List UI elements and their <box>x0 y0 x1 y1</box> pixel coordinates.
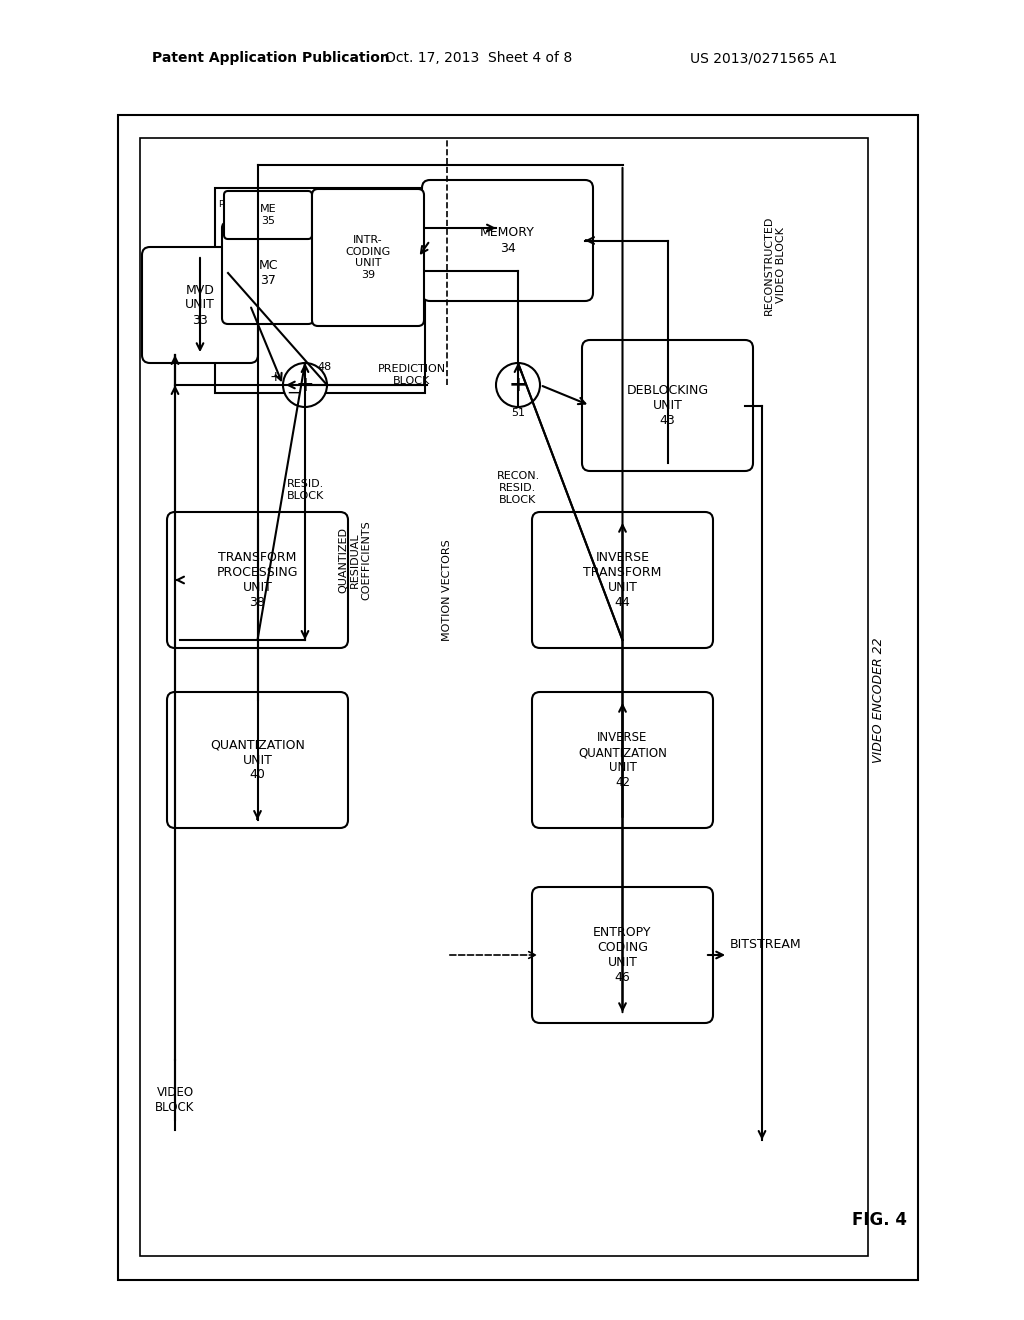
Text: ME
35: ME 35 <box>260 205 276 226</box>
FancyBboxPatch shape <box>532 887 713 1023</box>
FancyBboxPatch shape <box>224 191 312 239</box>
FancyBboxPatch shape <box>118 115 918 1280</box>
Text: ENTROPY
CODING
UNIT
46: ENTROPY CODING UNIT 46 <box>593 927 651 983</box>
Text: MOTION VECTORS: MOTION VECTORS <box>442 539 452 642</box>
FancyBboxPatch shape <box>582 341 753 471</box>
FancyBboxPatch shape <box>532 692 713 828</box>
Circle shape <box>283 363 327 407</box>
Text: FIG. 4: FIG. 4 <box>853 1210 907 1229</box>
Text: INVERSE
QUANTIZATION
UNIT
42: INVERSE QUANTIZATION UNIT 42 <box>579 731 667 789</box>
Text: QUANTIZATION
UNIT
40: QUANTIZATION UNIT 40 <box>210 738 305 781</box>
FancyBboxPatch shape <box>140 139 868 1257</box>
FancyBboxPatch shape <box>167 692 348 828</box>
Text: +: + <box>269 370 281 384</box>
Text: MVD
UNIT
33: MVD UNIT 33 <box>185 284 215 326</box>
Text: VIDEO ENCODER 22: VIDEO ENCODER 22 <box>871 638 885 763</box>
FancyBboxPatch shape <box>222 222 314 323</box>
Text: DEBLOCKING
UNIT
43: DEBLOCKING UNIT 43 <box>627 384 709 426</box>
Text: Patent Application Publication: Patent Application Publication <box>152 51 390 65</box>
Text: RECON.
RESID.
BLOCK: RECON. RESID. BLOCK <box>497 471 540 504</box>
Text: +: + <box>296 375 314 395</box>
Text: 51: 51 <box>511 408 525 418</box>
Text: −: − <box>286 384 300 403</box>
FancyBboxPatch shape <box>422 180 593 301</box>
FancyBboxPatch shape <box>312 189 424 326</box>
Text: INTR-
CODING
UNIT
39: INTR- CODING UNIT 39 <box>345 235 390 280</box>
Text: RECONSTRUCTED
VIDEO BLOCK: RECONSTRUCTED VIDEO BLOCK <box>764 215 785 314</box>
Circle shape <box>496 363 540 407</box>
Text: PREDICTION PROCESSING UNIT: PREDICTION PROCESSING UNIT <box>219 201 359 209</box>
Text: INVERSE
TRANSFORM
UNIT
44: INVERSE TRANSFORM UNIT 44 <box>584 550 662 609</box>
Text: MEMORY
34: MEMORY 34 <box>480 227 535 255</box>
Text: 32: 32 <box>315 213 329 222</box>
FancyBboxPatch shape <box>142 247 258 363</box>
Text: +: + <box>509 375 527 395</box>
Text: PREDICTION
BLOCK: PREDICTION BLOCK <box>378 364 446 385</box>
Text: BITSTREAM: BITSTREAM <box>730 939 802 952</box>
Text: TRANSFORM
PROCESSING
UNIT
38: TRANSFORM PROCESSING UNIT 38 <box>217 550 298 609</box>
Text: RESID.
BLOCK: RESID. BLOCK <box>287 479 324 500</box>
Text: VIDEO
BLOCK: VIDEO BLOCK <box>156 1086 195 1114</box>
Text: MC
37: MC 37 <box>258 259 278 286</box>
Text: QUANTIZED
RESIDUAL
COEFFICIENTS: QUANTIZED RESIDUAL COEFFICIENTS <box>338 520 372 599</box>
Text: 48: 48 <box>317 362 331 372</box>
Text: US 2013/0271565 A1: US 2013/0271565 A1 <box>690 51 838 65</box>
FancyBboxPatch shape <box>532 512 713 648</box>
FancyBboxPatch shape <box>167 512 348 648</box>
Text: Oct. 17, 2013  Sheet 4 of 8: Oct. 17, 2013 Sheet 4 of 8 <box>385 51 572 65</box>
